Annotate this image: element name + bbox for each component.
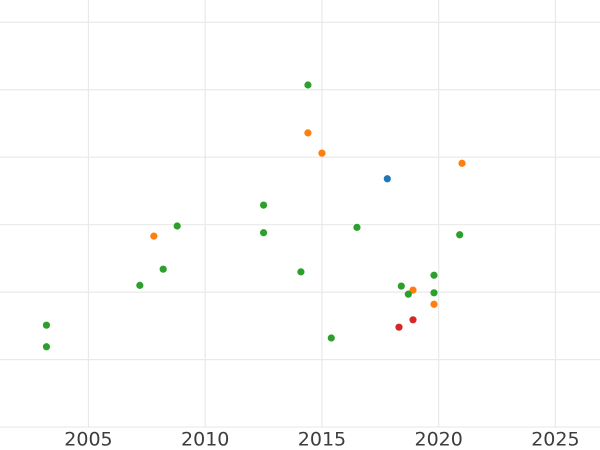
data-point-red <box>409 316 417 324</box>
data-point-green <box>136 281 144 289</box>
data-point-green <box>297 268 305 276</box>
data-point-red <box>395 323 403 331</box>
x-tick-label: 2010 <box>181 429 229 450</box>
x-tick-label: 2020 <box>414 429 462 450</box>
data-point-orange <box>304 129 312 137</box>
data-point-green <box>42 343 51 351</box>
data-point-green <box>304 81 312 89</box>
x-tick-label: 2015 <box>298 429 346 450</box>
data-point-green <box>42 321 51 329</box>
data-point-green <box>259 201 268 209</box>
data-point-blue <box>383 175 391 183</box>
data-point-green <box>353 223 361 231</box>
x-tick-label: 2005 <box>64 429 112 450</box>
data-point-green <box>173 222 181 230</box>
data-point-green <box>404 290 412 298</box>
x-tick-label: 2025 <box>531 429 579 450</box>
data-point-green <box>259 229 268 237</box>
data-point-green <box>159 265 167 273</box>
data-point-orange <box>409 286 417 294</box>
data-point-green <box>327 334 335 342</box>
data-point-green <box>456 231 464 239</box>
data-point-orange <box>150 232 158 240</box>
data-point-green <box>430 271 438 279</box>
data-point-green <box>430 289 438 297</box>
data-point-green <box>397 282 405 290</box>
data-point-orange <box>430 300 438 308</box>
data-point-orange <box>458 159 466 167</box>
data-point-orange <box>318 149 326 157</box>
